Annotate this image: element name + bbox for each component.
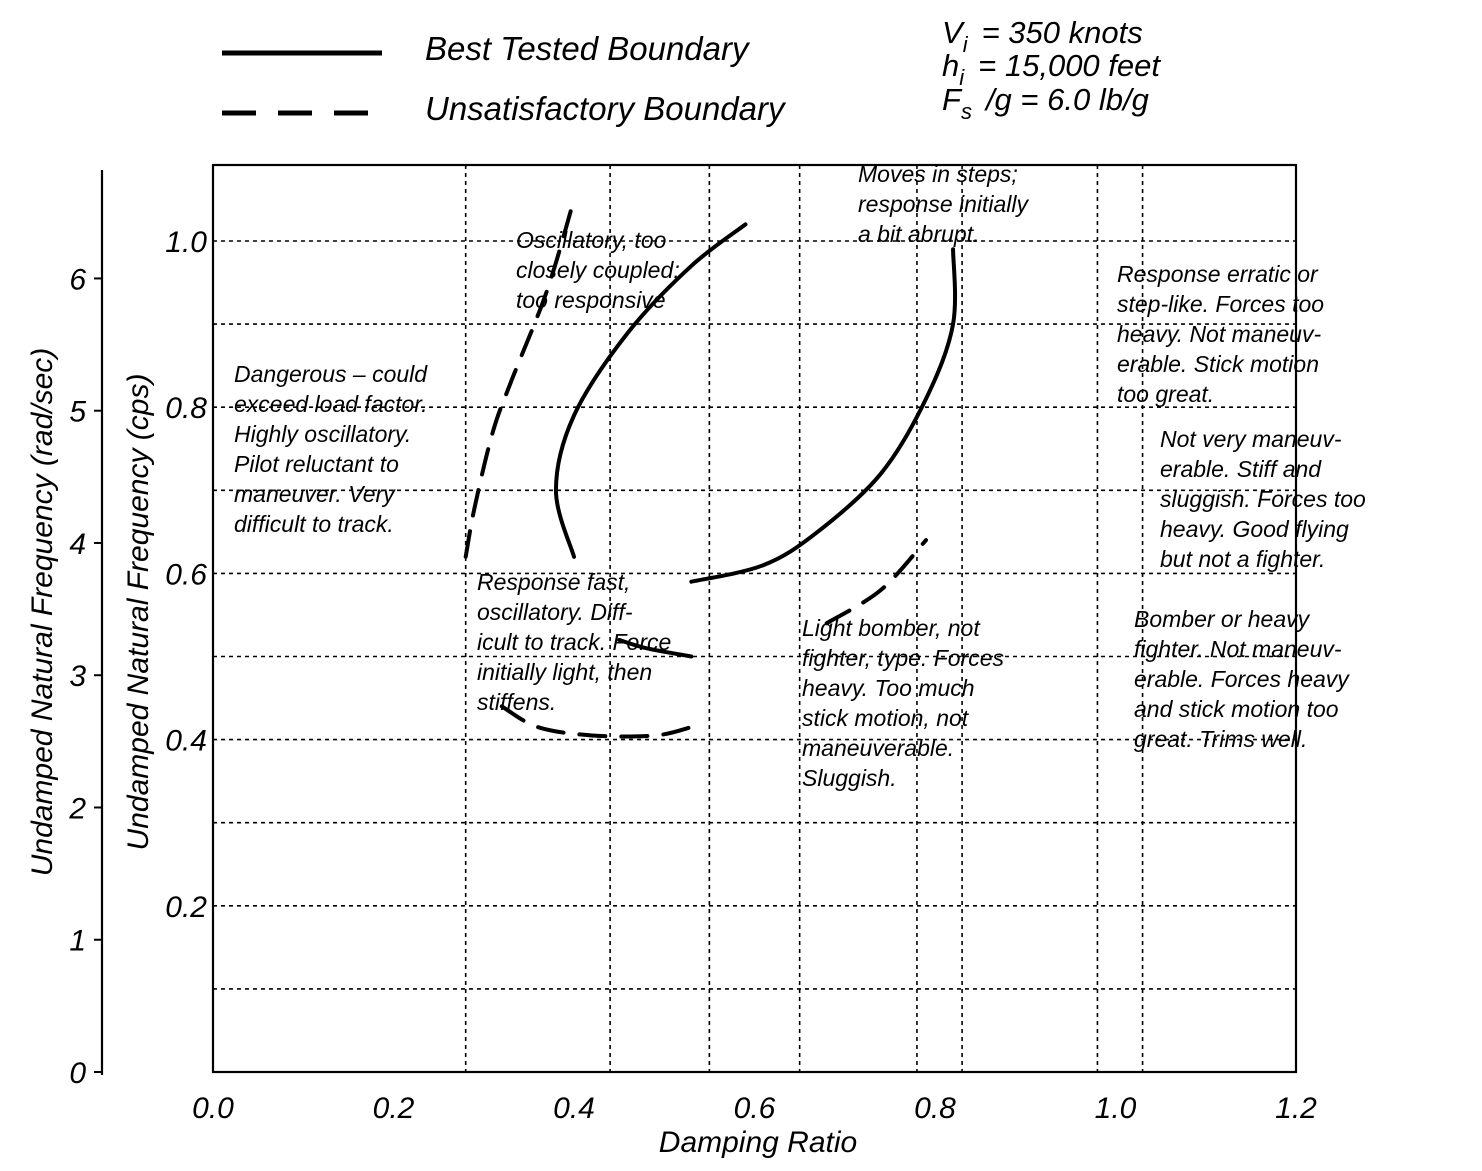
x-tick-label: 0.6 <box>734 1092 776 1125</box>
annotation-line: Bomber or heavy <box>1134 606 1311 632</box>
x-axis-ticks: 0.0 0.2 0.4 0.6 0.8 1.0 1.2 <box>192 1092 1317 1125</box>
best-tested-boundary-curve <box>689 247 958 584</box>
best-tested-boundary-curve <box>553 222 748 559</box>
annotation-line: maneuver. Very <box>234 481 396 507</box>
x-tick-label: 0.2 <box>373 1092 415 1125</box>
y-tick-label: 1.0 <box>165 226 207 259</box>
x-tick-label: 1.0 <box>1095 1092 1137 1125</box>
primary-y-axis-ticks: 0.2 0.4 0.6 0.8 1.0 <box>165 226 207 924</box>
flight-conditions: Vi = 350 knots hi = 15,000 feet Fs/g = 6.0… <box>942 15 1161 124</box>
annotation-line: great. Trims well. <box>1134 726 1307 752</box>
annotation-line: exceed load factor. <box>234 391 428 417</box>
secondary-y-tick-label: 4 <box>69 528 86 561</box>
best-tested-boundary-curve <box>617 637 694 659</box>
secondary-y-tick-label: 3 <box>69 660 86 693</box>
note-not-very-maneuverable: Not very maneuv-erable. Stiff and sluggis… <box>1160 426 1366 572</box>
annotation-line: and stick motion too <box>1134 696 1339 722</box>
region-annotations: Moves in steps; response initially a bit a… <box>234 161 1366 791</box>
annotation-line: oscillatory. Diff- <box>477 599 633 625</box>
x-tick-label: 0.4 <box>553 1092 595 1125</box>
annotation-line: Dangerous – could <box>234 361 428 387</box>
unsatisfactory-boundary-curve <box>463 197 576 559</box>
annotation-line: Highly oscillatory. <box>234 421 411 447</box>
annotation-line: too great. <box>1117 381 1214 407</box>
x-tick-label: 0.0 <box>192 1092 234 1125</box>
annotation-line: step-like. Forces too <box>1117 291 1324 317</box>
annotation-line: stiffens. <box>477 689 556 715</box>
x-tick-label: 0.8 <box>914 1092 956 1125</box>
annotation-line: heavy. Good flying <box>1160 516 1349 542</box>
y-axis-title-cps: Undamped Natural Frequency (cps) <box>122 374 155 851</box>
annotation-line: fighter. Not maneuv- <box>1134 636 1342 662</box>
legend-label-best-tested: Best Tested Boundary <box>425 30 751 67</box>
secondary-y-tick-label: 0 <box>69 1057 86 1090</box>
secondary-y-tick-label: 6 <box>69 263 86 296</box>
secondary-y-tick-label: 5 <box>69 396 86 429</box>
annotation-line: erable. Forces heavy <box>1134 666 1350 692</box>
note-dangerous: Dangerous – could exceed load factor. High… <box>234 361 428 537</box>
annotation-line: but not a fighter. <box>1160 546 1325 572</box>
legend-label-unsatisfactory: Unsatisfactory Boundary <box>425 90 787 127</box>
x-tick-label: 1.2 <box>1275 1092 1317 1125</box>
annotation-line: Response erratic or <box>1117 261 1319 287</box>
legend: Best Tested Boundary Unsatisfactory Boun… <box>222 30 787 127</box>
note-moves-in-steps: Moves in steps; response initially a bit a… <box>858 161 1030 247</box>
y-tick-label: 0.4 <box>165 725 207 758</box>
annotation-line: difficult to track. <box>234 511 394 537</box>
y-axis-title-rad-sec: Undamped Natural Frequency (rad/sec) <box>26 348 59 877</box>
boundary-curves <box>463 197 958 739</box>
annotation-line: heavy. Too much <box>802 675 975 701</box>
annotation-line: stick motion, not <box>802 705 970 731</box>
annotation-line: Moves in steps; <box>858 161 1018 187</box>
y-tick-label: 0.6 <box>165 558 207 591</box>
annotation-line: Pilot reluctant to <box>234 451 399 477</box>
y-tick-label: 0.2 <box>165 891 207 924</box>
secondary-y-tick-label: 2 <box>68 792 86 825</box>
note-oscillatory-too-closely-coupled: Oscillatory, too closely coupled; too resp… <box>516 227 680 313</box>
condition-velocity: Vi = 350 knots <box>942 15 1143 57</box>
note-response-fast: Response fast, oscillatory. Diff-icult to… <box>477 569 671 715</box>
annotation-line: Response fast, <box>477 569 630 595</box>
note-response-erratic: Response erratic or step-like. Forces too… <box>1117 261 1324 407</box>
y-tick-label: 0.8 <box>165 392 207 425</box>
annotation-line: too responsive <box>516 287 666 313</box>
secondary-y-tick-label: 1 <box>69 925 86 958</box>
annotation-line: heavy. Not maneuv- <box>1117 321 1321 347</box>
annotation-line: erable. Stick motion <box>1117 351 1319 377</box>
annotation-line: maneuverable. <box>802 735 954 761</box>
annotation-line: Sluggish. <box>802 765 897 791</box>
unsatisfactory-boundary-curve <box>499 704 694 739</box>
x-axis-title: Damping Ratio <box>659 1126 857 1159</box>
secondary-y-axis-ticks: 0 1 2 3 4 5 6 <box>68 263 102 1090</box>
annotation-line: sluggish. Forces too <box>1160 486 1366 512</box>
annotation-line: Light bomber, not <box>802 615 981 641</box>
annotation-line: closely coupled; <box>516 257 680 283</box>
annotation-line: initially light, then <box>477 659 652 685</box>
annotation-line: Not very maneuv- <box>1160 426 1342 452</box>
grid <box>213 165 1296 1072</box>
annotation-line: a bit abrupt. <box>858 221 979 247</box>
condition-altitude: hi = 15,000 feet <box>942 48 1161 90</box>
annotation-line: fighter, type. Forces <box>802 645 1004 671</box>
unsatisfactory-boundary-curve <box>824 538 928 626</box>
note-bomber-or-heavy-fighter: Bomber or heavy fighter. Not maneuv-erabl… <box>1134 606 1350 752</box>
annotation-line: Oscillatory, too <box>516 227 667 253</box>
condition-stick-force: Fs/g = 6.0 lb/g <box>942 82 1149 124</box>
annotation-line: response initially <box>858 191 1030 217</box>
plot-frame <box>211 163 1298 1074</box>
annotation-line: erable. Stiff and <box>1160 456 1322 482</box>
annotation-line: icult to track. Force <box>477 629 671 655</box>
note-light-bomber: Light bomber, not fighter, type. Forces he… <box>802 615 1004 791</box>
